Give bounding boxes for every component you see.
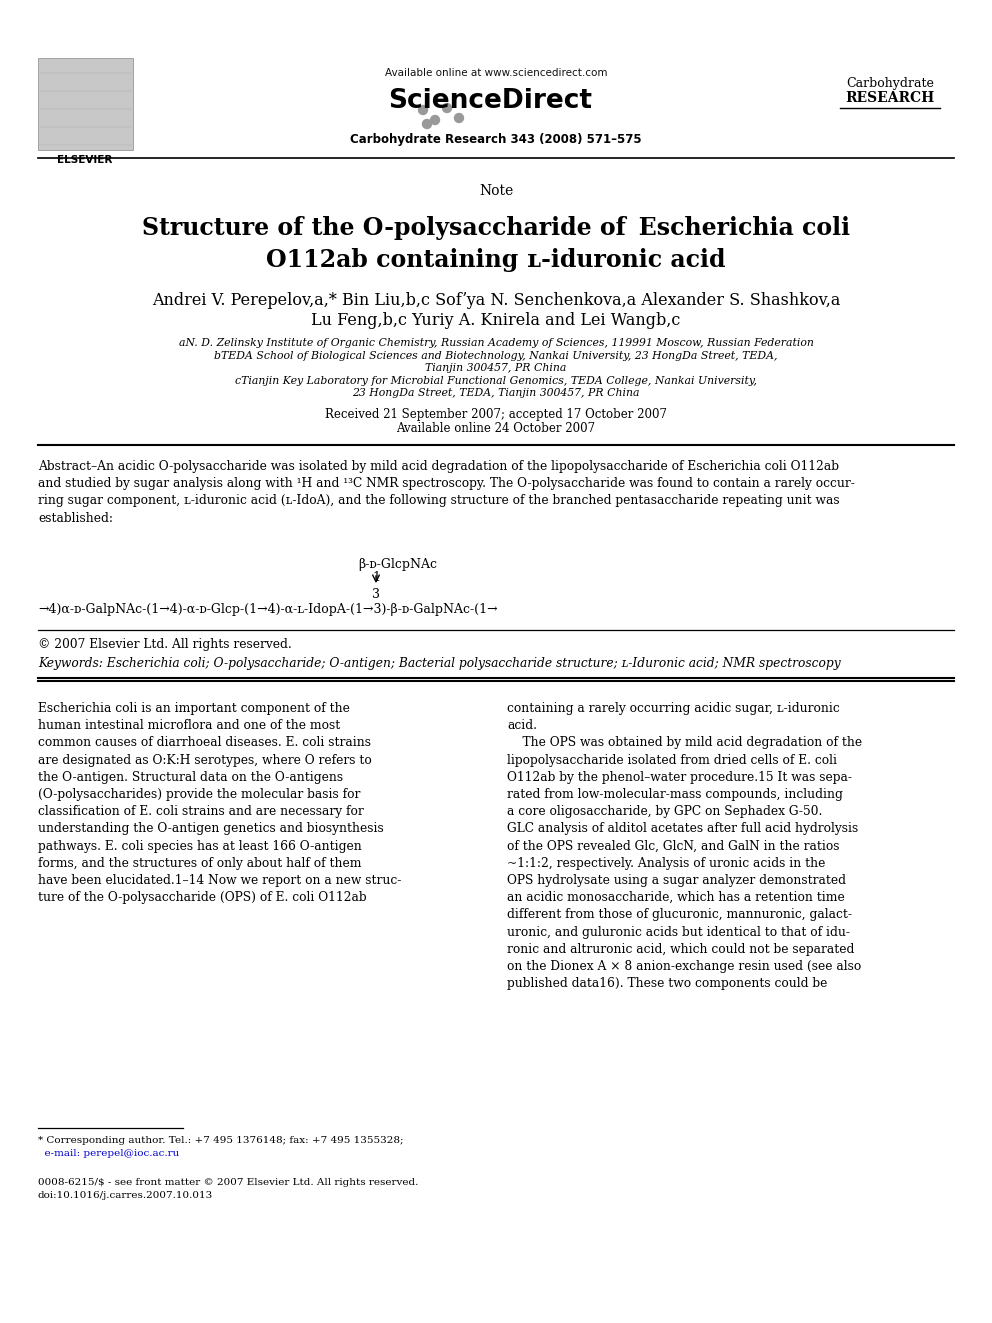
- Text: 0008-6215/$ - see front matter © 2007 Elsevier Ltd. All rights reserved.: 0008-6215/$ - see front matter © 2007 El…: [38, 1177, 419, 1187]
- Text: Received 21 September 2007; accepted 17 October 2007: Received 21 September 2007; accepted 17 …: [325, 407, 667, 421]
- Text: RESEARCH: RESEARCH: [845, 91, 934, 105]
- Text: Tianjin 300457, PR China: Tianjin 300457, PR China: [426, 363, 566, 373]
- Text: aN. D. Zelinsky Institute of Organic Chemistry, Russian Academy of Sciences, 119: aN. D. Zelinsky Institute of Organic Che…: [179, 337, 813, 348]
- Text: Escherichia coli is an important component of the
human intestinal microflora an: Escherichia coli is an important compone…: [38, 703, 402, 904]
- Text: Carbohydrate: Carbohydrate: [846, 77, 933, 90]
- Circle shape: [454, 114, 463, 123]
- Text: © 2007 Elsevier Ltd. All rights reserved.: © 2007 Elsevier Ltd. All rights reserved…: [38, 638, 292, 651]
- Text: 23 HongDa Street, TEDA, Tianjin 300457, PR China: 23 HongDa Street, TEDA, Tianjin 300457, …: [352, 388, 640, 398]
- Text: 3: 3: [372, 587, 380, 601]
- Text: Available online 24 October 2007: Available online 24 October 2007: [397, 422, 595, 435]
- Text: Abstract–An acidic O-polysaccharide was isolated by mild acid degradation of the: Abstract–An acidic O-polysaccharide was …: [38, 460, 855, 525]
- Text: Carbohydrate Research 343 (2008) 571–575: Carbohydrate Research 343 (2008) 571–575: [350, 134, 642, 146]
- Circle shape: [442, 103, 451, 112]
- Bar: [38, 58, 133, 149]
- Text: * Corresponding author. Tel.: +7 495 1376148; fax: +7 495 1355328;: * Corresponding author. Tel.: +7 495 137…: [38, 1136, 404, 1144]
- Text: ScienceDirect: ScienceDirect: [388, 89, 592, 114]
- Text: e-mail: perepel@ioc.ac.ru: e-mail: perepel@ioc.ac.ru: [38, 1148, 180, 1158]
- Circle shape: [419, 106, 428, 115]
- Text: doi:10.1016/j.carres.2007.10.013: doi:10.1016/j.carres.2007.10.013: [38, 1191, 213, 1200]
- Text: Structure of the O-polysaccharide of  Escherichia coli: Structure of the O-polysaccharide of Esc…: [142, 216, 850, 239]
- Text: O112ab containing ʟ-iduronic acid: O112ab containing ʟ-iduronic acid: [266, 247, 726, 273]
- Text: →4)α-ᴅ-GalpNAc-(1→4)-α-ᴅ-Glcp-(1→4)-α-ʟ-IdopA-(1→3)-β-ᴅ-GalpNAc-(1→: →4)α-ᴅ-GalpNAc-(1→4)-α-ᴅ-Glcp-(1→4)-α-ʟ-…: [38, 603, 498, 617]
- Text: Lu Feng,b,c Yuriy A. Knirela and Lei Wangb,c: Lu Feng,b,c Yuriy A. Knirela and Lei Wan…: [311, 312, 681, 329]
- Text: Note: Note: [479, 184, 513, 198]
- Text: β-ᴅ-GlcpNAc: β-ᴅ-GlcpNAc: [358, 558, 437, 572]
- Text: Keywords: Escherichia coli; O-polysaccharide; O-antigen; Bacterial polysaccharid: Keywords: Escherichia coli; O-polysaccha…: [38, 658, 840, 669]
- Circle shape: [423, 119, 432, 128]
- Text: 1: 1: [372, 572, 380, 583]
- Text: ELSEVIER: ELSEVIER: [58, 155, 113, 165]
- Text: bTEDA School of Biological Sciences and Biotechnology, Nankai University, 23 Hon: bTEDA School of Biological Sciences and …: [214, 351, 778, 361]
- Text: Available online at www.sciencedirect.com: Available online at www.sciencedirect.co…: [385, 67, 607, 78]
- Text: Andrei V. Perepelov,a,* Bin Liu,b,c Sofʼya N. Senchenkova,a Alexander S. Shashko: Andrei V. Perepelov,a,* Bin Liu,b,c Sofʼ…: [152, 292, 840, 310]
- Text: containing a rarely occurring acidic sugar, ʟ-iduronic
acid.
    The OPS was obt: containing a rarely occurring acidic sug…: [507, 703, 862, 990]
- Circle shape: [431, 115, 439, 124]
- Text: cTianjin Key Laboratory for Microbial Functional Genomics, TEDA College, Nankai : cTianjin Key Laboratory for Microbial Fu…: [235, 376, 757, 386]
